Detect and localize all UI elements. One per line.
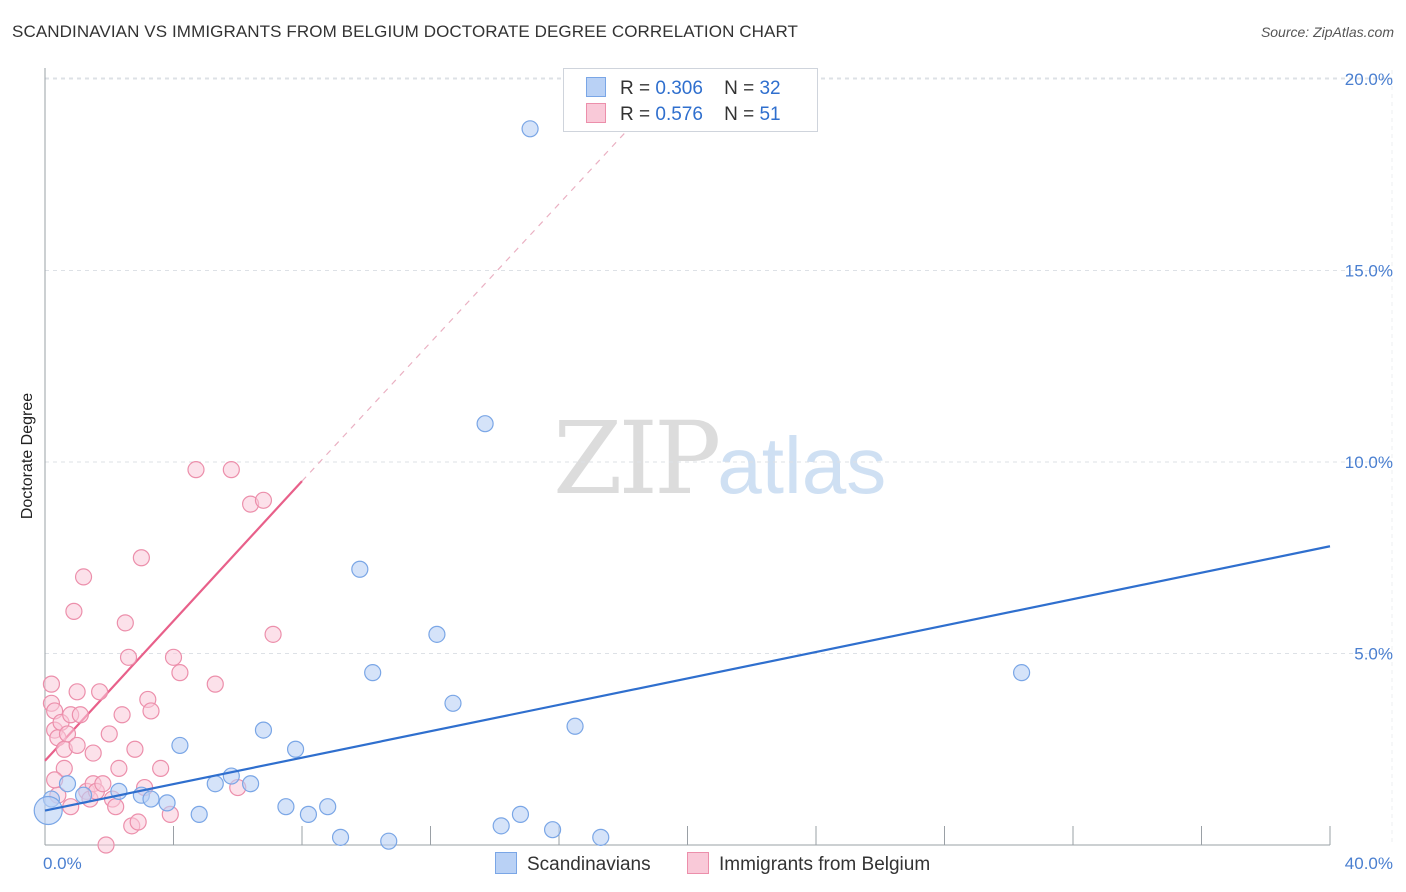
legend-n-label: N = bbox=[724, 104, 755, 125]
data-point-belgium bbox=[74, 568, 93, 586]
legend-n-value: 51 bbox=[759, 104, 781, 125]
data-point-belgium bbox=[222, 461, 240, 479]
watermark-zip: ZIP bbox=[553, 400, 721, 517]
tick-labels: 5.0% 10.0% 15.0% 20.0% 0.0% 40.0% bbox=[43, 70, 1393, 873]
data-point-belgium bbox=[187, 461, 205, 479]
x-tick-label: 40.0% bbox=[1345, 854, 1393, 873]
y-tick-label: 10.0% bbox=[1345, 453, 1393, 472]
y-tick-label: 15.0% bbox=[1345, 262, 1393, 281]
legend-r-value: 0.306 bbox=[655, 78, 703, 99]
data-point-scandinavians bbox=[428, 625, 446, 643]
data-point-scandinavians bbox=[242, 775, 260, 793]
legend-swatch-belgium bbox=[687, 852, 709, 874]
data-point-scandinavians bbox=[206, 775, 224, 793]
data-point-scandinavians bbox=[142, 790, 160, 808]
data-point-scandinavians bbox=[254, 721, 273, 739]
data-point-scandinavians bbox=[521, 120, 539, 138]
data-point-belgium bbox=[152, 759, 170, 778]
data-point-belgium bbox=[126, 740, 144, 758]
data-point-scandinavians bbox=[331, 828, 350, 846]
data-point-scandinavians bbox=[158, 794, 176, 812]
data-point-belgium bbox=[91, 683, 109, 701]
legend-n-value: 32 bbox=[759, 78, 781, 99]
data-point-scandinavians bbox=[444, 694, 462, 712]
data-points bbox=[33, 120, 1031, 854]
data-point-belgium bbox=[171, 664, 189, 682]
gridlines bbox=[45, 70, 1393, 845]
data-point-scandinavians bbox=[190, 805, 208, 823]
y-tick-label: 5.0% bbox=[1354, 645, 1393, 664]
data-point-scandinavians bbox=[351, 560, 369, 578]
data-point-scandinavians bbox=[364, 664, 382, 682]
data-point-belgium bbox=[113, 706, 131, 724]
data-point-belgium bbox=[116, 614, 134, 632]
trendline-scandinavians bbox=[44, 545, 1331, 812]
data-point-belgium bbox=[58, 725, 77, 743]
legend-row-belgium: R = 0.576 N = 51 bbox=[586, 103, 781, 127]
data-point-belgium bbox=[65, 602, 83, 620]
data-point-scandinavians bbox=[58, 775, 77, 793]
data-point-scandinavians bbox=[299, 805, 318, 823]
axes bbox=[44, 68, 1331, 846]
legend-r-label: R = bbox=[620, 78, 651, 99]
legend-swatch-scandinavians bbox=[495, 852, 517, 874]
data-point-belgium bbox=[97, 836, 115, 854]
data-point-scandinavians bbox=[511, 805, 530, 823]
trendline-belgium-extension bbox=[301, 116, 640, 482]
data-point-belgium bbox=[264, 625, 282, 643]
data-point-belgium bbox=[68, 683, 86, 701]
legend-row-scandinavians: R = 0.306 N = 32 bbox=[586, 77, 781, 101]
data-point-belgium bbox=[68, 736, 86, 755]
x-tick-label: 0.0% bbox=[43, 854, 82, 873]
trendline-group-belgium bbox=[44, 116, 640, 762]
legend-n-label: N = bbox=[724, 78, 755, 99]
source-credit: Source: ZipAtlas.com bbox=[1260, 24, 1394, 40]
legend-r-value: 0.576 bbox=[655, 104, 703, 125]
data-point-belgium bbox=[254, 491, 273, 509]
y-tick-label: 20.0% bbox=[1345, 70, 1393, 89]
data-point-belgium bbox=[119, 648, 138, 666]
legend-swatch-scandinavians bbox=[586, 77, 606, 97]
data-point-scandinavians bbox=[1012, 664, 1031, 682]
legend-label-scandinavians: Scandinavians bbox=[527, 854, 651, 875]
stats-legend: R = 0.306 N = 32 R = 0.576 N = 51 bbox=[563, 68, 818, 132]
data-point-belgium bbox=[142, 702, 160, 720]
data-point-belgium bbox=[100, 725, 118, 743]
trendline-group-scandinavians bbox=[44, 545, 1331, 812]
data-point-belgium bbox=[206, 675, 224, 693]
data-point-scandinavians bbox=[319, 798, 337, 816]
chart-title: SCANDINAVIAN VS IMMIGRANTS FROM BELGIUM … bbox=[12, 22, 799, 41]
data-point-belgium bbox=[164, 648, 183, 666]
legend-label-belgium: Immigrants from Belgium bbox=[719, 854, 931, 875]
data-point-belgium bbox=[94, 775, 112, 793]
data-point-scandinavians bbox=[171, 736, 189, 755]
data-point-scandinavians bbox=[380, 832, 398, 850]
data-point-belgium bbox=[129, 813, 147, 831]
data-point-belgium bbox=[132, 549, 150, 567]
data-point-scandinavians bbox=[277, 798, 295, 816]
data-point-scandinavians bbox=[543, 821, 562, 839]
watermark-atlas: atlas bbox=[717, 421, 887, 510]
data-point-scandinavians bbox=[492, 817, 510, 835]
data-point-belgium bbox=[71, 706, 89, 724]
legend-r-label: R = bbox=[620, 104, 651, 125]
legend-swatch-belgium bbox=[586, 103, 606, 123]
data-point-scandinavians bbox=[592, 828, 610, 846]
data-point-belgium bbox=[84, 744, 102, 762]
data-point-scandinavians bbox=[476, 415, 494, 433]
data-point-belgium bbox=[110, 759, 128, 778]
watermark: ZIPatlas bbox=[553, 400, 886, 517]
legend-item-belgium[interactable]: Immigrants from Belgium bbox=[687, 852, 930, 876]
data-point-belgium bbox=[107, 798, 125, 816]
data-point-scandinavians bbox=[566, 717, 584, 735]
data-point-belgium bbox=[42, 675, 61, 693]
data-point-scandinavians bbox=[286, 740, 305, 758]
legend-item-scandinavians[interactable]: Scandinavians bbox=[495, 852, 651, 876]
